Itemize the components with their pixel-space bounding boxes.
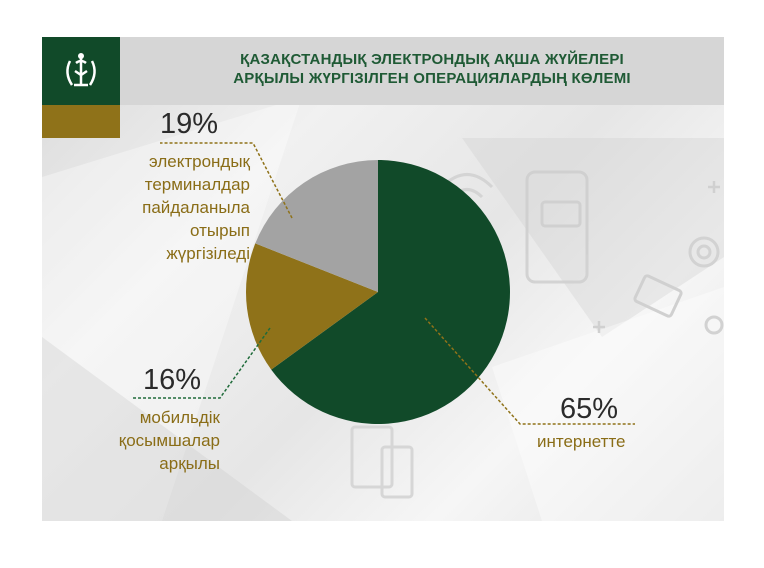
wheat-emblem-icon: [66, 53, 96, 87]
slice-internet: [271, 160, 511, 424]
header-bar: [42, 37, 724, 105]
leader-line-internet: [424, 317, 635, 425]
slice-gold-percent: 16%: [143, 364, 202, 396]
desc-line: мобильдік: [139, 408, 220, 427]
page-title: ҚАЗАҚСТАНДЫҚ ЭЛЕКТРОНДЫҚ АҚША ЖҮЙЕЛЕРІ А…: [162, 50, 702, 88]
desc-line: пайдаланыла: [142, 198, 250, 217]
receipt-icon: [350, 425, 414, 499]
slice-terminals: [255, 160, 378, 292]
slice-gray-description: электрондық терминалдар пайдаланыла отыр…: [120, 150, 250, 265]
accent-bar: [42, 105, 120, 138]
slice-green-description: интернетте: [537, 432, 626, 451]
card-icon: [633, 274, 683, 318]
slice-gold-description: мобильдік қосымшалар арқылы: [100, 406, 220, 475]
leader-line-terminals: [160, 142, 293, 219]
title-line-2: АРҚЫЛЫ ЖҮРГІЗІЛГЕН ОПЕРАЦИЯЛАРДЫҢ КӨЛЕМІ: [233, 70, 631, 87]
background-decoration: [42, 97, 724, 521]
desc-line: жүргізіледі: [166, 244, 250, 263]
title-line-1: ҚАЗАҚСТАНДЫҚ ЭЛЕКТРОНДЫҚ АҚША ЖҮЙЕЛЕРІ: [240, 51, 624, 68]
slice-gray-percent: 19%: [160, 108, 219, 140]
logo: [42, 37, 120, 105]
desc-line: арқылы: [159, 454, 220, 473]
desc-line: электрондық: [149, 152, 250, 171]
desc-line: отырып: [190, 221, 250, 240]
plus-icon: [593, 181, 720, 333]
infographic-card: ҚАЗАҚСТАНДЫҚ ЭЛЕКТРОНДЫҚ АҚША ЖҮЙЕЛЕРІ А…: [42, 37, 724, 521]
slice-mobile: [245, 243, 378, 370]
desc-line: терминалдар: [144, 175, 250, 194]
slice-green-percent: 65%: [560, 393, 619, 425]
desc-line: қосымшалар: [118, 431, 220, 450]
leader-line-mobile: [133, 327, 271, 399]
target-icon: [688, 236, 724, 335]
phone-icon: [525, 170, 589, 284]
